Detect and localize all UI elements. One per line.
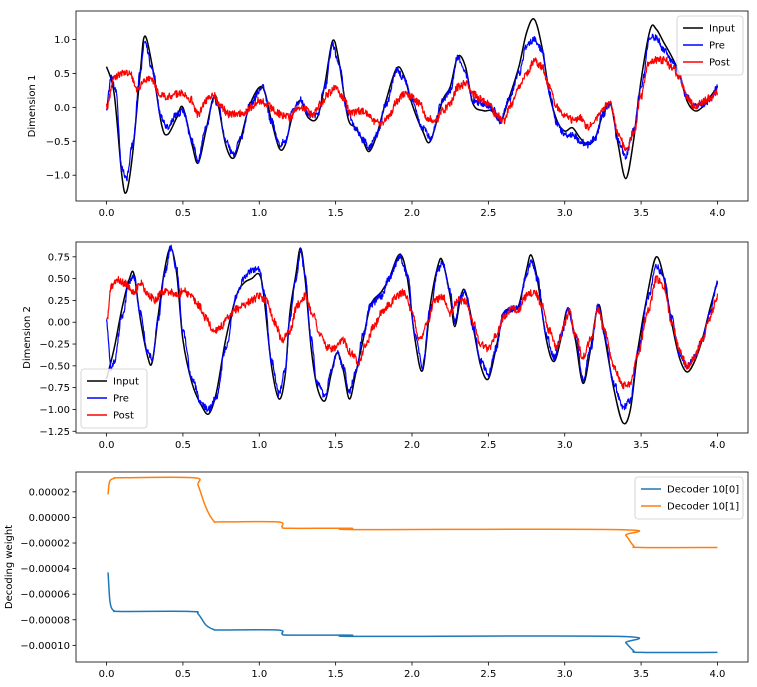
ylabel-decoding-weight: Decoding weight	[4, 525, 15, 609]
x-tick-label: 2.5	[480, 669, 496, 680]
legend-box	[634, 476, 744, 520]
y-tick-label: 0.25	[48, 296, 70, 307]
y-tick-label: −1.0	[46, 171, 70, 182]
y-tick-label: −0.5	[46, 137, 70, 148]
x-tick-label: 3.5	[633, 208, 649, 219]
x-tick-label: 3.0	[557, 440, 573, 451]
y-tick-label: −0.75	[39, 383, 70, 394]
series-input-line	[105, 17, 719, 195]
legend-label-pre: Pre	[113, 394, 129, 405]
legend-box	[676, 15, 744, 76]
y-tick-label: 0.00	[48, 318, 70, 329]
x-tick-label: 3.0	[557, 208, 573, 219]
x-tick-label: 0.5	[175, 669, 191, 680]
x-tick-label: 2.0	[404, 669, 420, 680]
x-tick-label: 0.0	[99, 208, 115, 219]
x-tick-label: 3.0	[557, 669, 573, 680]
x-tick-label: 0.0	[99, 440, 115, 451]
y-tick-label: 0.00000	[29, 513, 70, 524]
x-tick-label: 2.0	[404, 440, 420, 451]
panel-decoding-weight: 0.0 0.5 1.0 1.5 2.0 2.5 3.0 3.5 4.0 0.00002 0.000…	[4, 471, 749, 680]
x-tick-label: 3.5	[633, 669, 649, 680]
y-tick-label: −0.00010	[20, 641, 70, 652]
series-post-line	[106, 275, 719, 390]
y-tick-label: −0.25	[39, 340, 70, 351]
x-tick-label: 1.5	[328, 669, 344, 680]
x-tick-label: 0.0	[99, 669, 115, 680]
legend: Decoder 10[0] Decoder 10[1]	[634, 476, 744, 520]
x-tick-label: 0.5	[175, 208, 191, 219]
legend-label-pre: Pre	[709, 41, 725, 52]
y-tick-label: 0.75	[48, 252, 70, 263]
y-tick-label: −1.25	[39, 427, 70, 438]
legend-label-input: Input	[709, 24, 735, 35]
ylabel-dimension-1: Dimension 1	[27, 75, 38, 138]
x-tick-label: 1.0	[251, 440, 267, 451]
legend: Input Pre Post	[676, 15, 744, 76]
x-tick-label: 2.0	[404, 208, 420, 219]
y-tick-label: 0.50	[48, 274, 70, 285]
legend: Input Pre Post	[80, 368, 148, 429]
series-post-line	[105, 55, 719, 152]
x-tick-label: 1.0	[251, 208, 267, 219]
series-pre-line	[105, 33, 719, 182]
x-tick-label: 1.5	[328, 208, 344, 219]
series-decoder-10-1-line	[107, 476, 718, 549]
x-tick-label: 1.5	[328, 440, 344, 451]
panel-dimension-2: 0.0 0.5 1.0 1.5 2.0 2.5 3.0 3.5 4.0 0.75 0.50 0.25…	[22, 241, 749, 451]
x-tick-label: 2.5	[480, 440, 496, 451]
legend-label-decoder-10-1: Decoder 10[1]	[667, 502, 739, 513]
series-decoder-10-0-line	[107, 572, 718, 654]
y-tick-label: 0.00002	[29, 487, 70, 498]
series-pre-line	[105, 244, 719, 413]
y-tick-label: −0.50	[39, 361, 70, 372]
y-tick-label: −1.00	[39, 405, 70, 416]
y-tick-label: −0.00002	[20, 539, 70, 550]
y-tick-label: −0.00004	[20, 564, 70, 575]
panel-dimension-1: 0.0 0.5 1.0 1.5 2.0 2.5 3.0 3.5 4.0 1.0 0.5 0.0 −0.…	[27, 10, 749, 219]
ylabel-dimension-2: Dimension 2	[22, 306, 33, 369]
legend-label-input: Input	[113, 377, 139, 388]
x-tick-label: 0.5	[175, 440, 191, 451]
legend-box	[80, 368, 148, 429]
x-tick-label: 4.0	[710, 669, 726, 680]
y-tick-label: 0.0	[54, 103, 70, 114]
y-tick-label: −0.00006	[20, 590, 70, 601]
y-tick-label: 0.5	[54, 69, 70, 80]
legend-label-post: Post	[709, 58, 730, 69]
y-tick-label: 1.0	[54, 35, 70, 46]
legend-label-decoder-10-0: Decoder 10[0]	[667, 485, 739, 496]
legend-label-post: Post	[113, 411, 134, 422]
x-tick-label: 4.0	[710, 440, 726, 451]
x-tick-label: 3.5	[633, 440, 649, 451]
x-tick-label: 1.0	[251, 669, 267, 680]
x-tick-label: 4.0	[710, 208, 726, 219]
x-tick-label: 2.5	[480, 208, 496, 219]
y-tick-label: −0.00008	[20, 615, 70, 626]
